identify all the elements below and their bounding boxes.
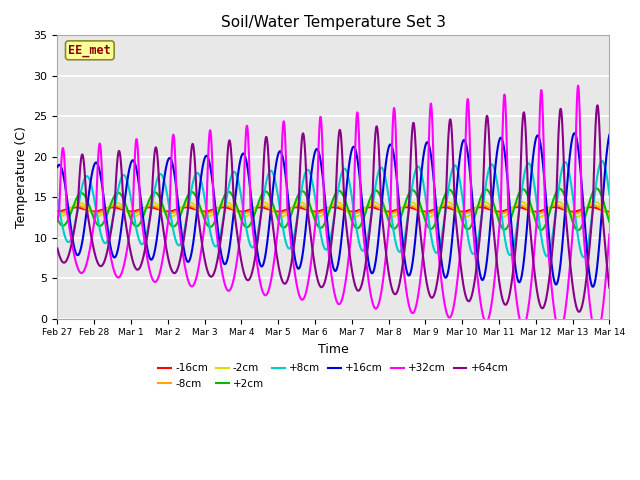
Text: EE_met: EE_met (68, 44, 111, 57)
-8cm (265, 205, 273, 211)
+64cm (265, 165, 273, 171)
-8cm (589, 203, 596, 208)
-2cm (289, 204, 297, 210)
+16cm (116, 232, 124, 238)
+32cm (593, 333, 600, 338)
Line: +8cm: +8cm (58, 161, 609, 257)
+64cm (575, 309, 583, 315)
-2cm (605, 213, 613, 218)
-2cm (149, 200, 157, 205)
-2cm (265, 203, 273, 208)
+2cm (605, 219, 613, 225)
+16cm (605, 132, 613, 138)
+2cm (535, 226, 543, 231)
+2cm (116, 191, 124, 197)
Line: -8cm: -8cm (58, 205, 609, 214)
+8cm (535, 218, 543, 224)
-16cm (149, 205, 157, 211)
+64cm (535, 299, 543, 305)
+64cm (289, 250, 297, 256)
+64cm (593, 102, 601, 108)
-16cm (265, 206, 273, 212)
+32cm (116, 273, 124, 279)
+32cm (574, 83, 582, 88)
-16cm (595, 206, 602, 212)
+8cm (605, 192, 613, 197)
Line: +32cm: +32cm (58, 85, 609, 336)
+8cm (116, 178, 124, 183)
+32cm (265, 286, 273, 292)
+32cm (149, 277, 157, 283)
-8cm (571, 211, 579, 216)
+8cm (149, 195, 157, 201)
+16cm (54, 164, 61, 170)
-8cm (595, 204, 603, 210)
X-axis label: Time: Time (318, 343, 349, 356)
+64cm (595, 115, 603, 121)
-2cm (54, 212, 61, 217)
+2cm (265, 192, 273, 198)
-16cm (289, 205, 297, 211)
+8cm (265, 170, 273, 176)
+8cm (595, 166, 602, 171)
+8cm (289, 238, 297, 244)
+16cm (265, 224, 273, 229)
+8cm (598, 158, 606, 164)
-8cm (605, 211, 613, 216)
Line: +16cm: +16cm (58, 133, 609, 287)
Line: -2cm: -2cm (58, 202, 609, 217)
+2cm (149, 190, 157, 196)
+64cm (605, 285, 613, 290)
+2cm (595, 187, 603, 193)
-2cm (572, 214, 580, 220)
-8cm (54, 210, 61, 216)
-16cm (54, 208, 61, 214)
+16cm (289, 242, 297, 248)
Title: Soil/Water Temperature Set 3: Soil/Water Temperature Set 3 (221, 15, 446, 30)
-16cm (116, 206, 124, 212)
+2cm (574, 228, 582, 233)
+16cm (595, 246, 603, 252)
+2cm (54, 216, 61, 222)
+8cm (54, 196, 61, 202)
+32cm (535, 138, 543, 144)
Y-axis label: Temperature (C): Temperature (C) (15, 126, 28, 228)
+16cm (571, 130, 579, 136)
+64cm (149, 170, 157, 176)
+32cm (595, 329, 603, 335)
-2cm (591, 199, 598, 204)
Line: -16cm: -16cm (58, 207, 609, 212)
-8cm (149, 203, 157, 209)
-16cm (605, 209, 613, 215)
-2cm (595, 201, 603, 206)
-8cm (535, 211, 543, 216)
+32cm (54, 218, 61, 224)
+32cm (605, 231, 613, 237)
Legend: -16cm, -8cm, -2cm, +2cm, +8cm, +16cm, +32cm, +64cm: -16cm, -8cm, -2cm, +2cm, +8cm, +16cm, +3… (154, 360, 513, 393)
+2cm (289, 206, 297, 212)
Line: +64cm: +64cm (58, 105, 609, 312)
-2cm (535, 214, 543, 220)
-8cm (116, 204, 124, 210)
+8cm (580, 254, 588, 260)
-2cm (116, 202, 124, 207)
+16cm (149, 254, 157, 260)
-16cm (535, 208, 543, 214)
+2cm (593, 186, 600, 192)
-16cm (587, 204, 595, 210)
+32cm (289, 257, 297, 263)
+64cm (116, 154, 124, 159)
+16cm (535, 135, 543, 141)
+16cm (589, 284, 596, 289)
Line: +2cm: +2cm (58, 189, 609, 230)
+64cm (54, 246, 61, 252)
-8cm (289, 204, 297, 210)
